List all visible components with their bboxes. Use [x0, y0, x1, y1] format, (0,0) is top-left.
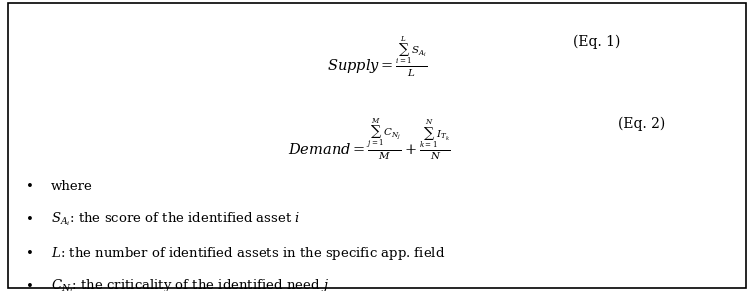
Text: (Eq. 1): (Eq. 1): [573, 35, 621, 49]
Text: $\mathit{Supply} = \frac{\sum_{i=1}^{L} S_{A_i}}{L}$: $\mathit{Supply} = \frac{\sum_{i=1}^{L} …: [326, 35, 428, 79]
Text: •: •: [26, 180, 34, 193]
Text: $\mathit{Demand} = \frac{\sum_{j=1}^{M} C_{N_j}}{M} + \frac{\sum_{k=1}^{N} I_{T_: $\mathit{Demand} = \frac{\sum_{j=1}^{M} …: [288, 116, 451, 162]
Text: (Eq. 2): (Eq. 2): [618, 116, 666, 131]
Text: where: where: [51, 180, 93, 193]
Text: •: •: [26, 247, 34, 260]
Text: •: •: [26, 280, 34, 291]
FancyBboxPatch shape: [8, 3, 746, 288]
Text: $L$: the number of identified assets in the specific app. field: $L$: the number of identified assets in …: [51, 245, 446, 262]
Text: $S_{A_i}$: the score of the identified asset $i$: $S_{A_i}$: the score of the identified a…: [51, 211, 301, 228]
Text: $C_{N_j}$: the criticality of the identified need $j$: $C_{N_j}$: the criticality of the identi…: [51, 278, 329, 291]
Text: •: •: [26, 213, 34, 226]
